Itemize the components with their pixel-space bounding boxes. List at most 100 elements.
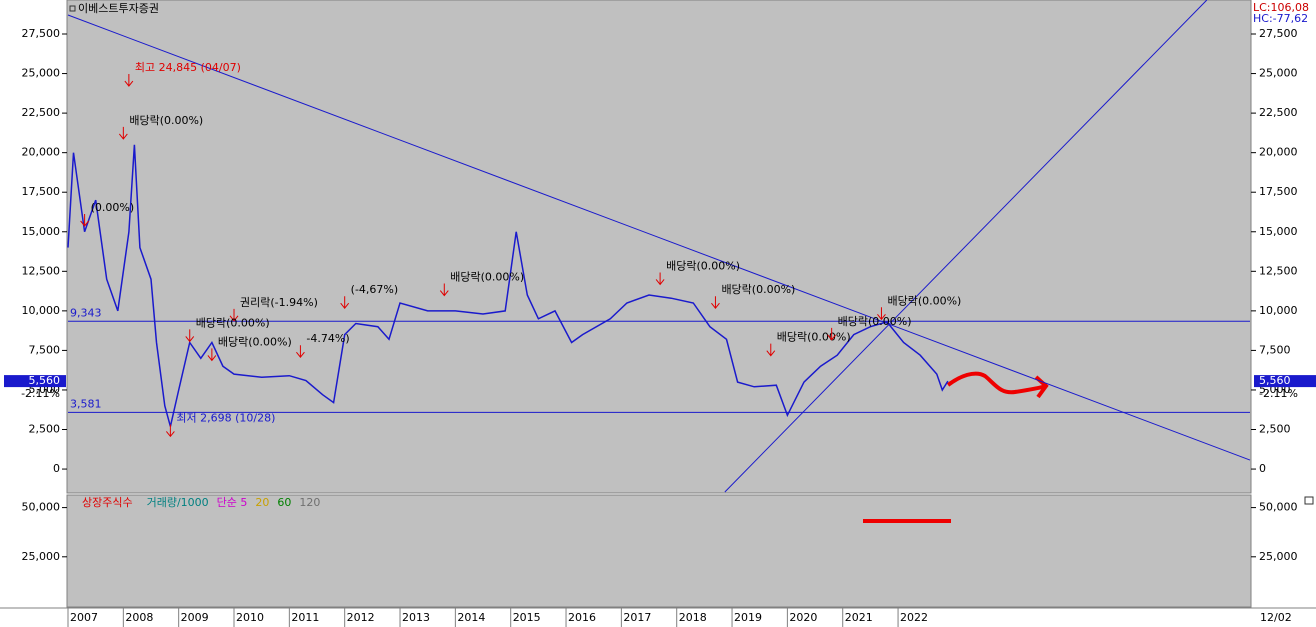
x-tick-label: 2009 xyxy=(181,611,209,624)
legend-entry: 상장주식수 xyxy=(82,496,133,509)
x-tick-label: 2008 xyxy=(125,611,153,624)
y-tick-label: 15,000 xyxy=(1259,225,1298,238)
legend-entry: 60 xyxy=(277,496,291,509)
annotation-arrow xyxy=(118,126,128,140)
y-tick-label: 50,000 xyxy=(1259,501,1298,514)
annotation: 배당락(0.00%) xyxy=(450,271,524,284)
y-tick-label: 22,500 xyxy=(22,106,61,119)
price-badge xyxy=(1254,375,1316,388)
annotation: (0.00%) xyxy=(91,201,135,214)
lc-label: LC:106,08 xyxy=(1253,1,1309,14)
x-tick-label: 2013 xyxy=(402,611,430,624)
y-tick-label: 27,500 xyxy=(22,27,61,40)
legend-entry: 거래량/1000 xyxy=(147,496,209,509)
y-tick-label: 7,500 xyxy=(29,343,61,356)
y-tick-label: 12,500 xyxy=(1259,264,1298,277)
price-panel xyxy=(66,0,1252,494)
annotation: 배당락(0.00%) xyxy=(777,331,851,344)
x-tick-label: 2020 xyxy=(789,611,817,624)
x-tick-label: 2010 xyxy=(236,611,264,624)
y-tick-label: 0 xyxy=(53,462,60,475)
annotation-arrow xyxy=(165,424,175,438)
icon xyxy=(69,5,76,12)
price-badge xyxy=(4,375,66,388)
x-tick-label: 2011 xyxy=(291,611,319,624)
y-tick-label: 2,500 xyxy=(1259,423,1291,436)
annotation-arrow xyxy=(80,213,89,227)
legend-entry: 20 xyxy=(255,496,269,509)
trend-line xyxy=(724,0,1208,493)
annotation-arrow xyxy=(124,74,134,87)
level-label: 9,343 xyxy=(70,306,102,319)
y-tick-label: 22,500 xyxy=(1259,106,1298,119)
y-tick-label: 2,500 xyxy=(29,423,61,436)
annotation-arrow xyxy=(296,345,305,359)
annotation: 권리락(-1.94%) xyxy=(240,296,318,309)
annotation-arrow xyxy=(877,307,886,321)
annotation-arrow xyxy=(655,272,665,286)
x-tick-label: 2021 xyxy=(845,611,873,624)
hc-label: HC:-77,62 xyxy=(1253,12,1308,25)
annotation-arrow xyxy=(827,327,837,341)
x-tick-label: 2019 xyxy=(734,611,762,624)
y-tick-label: 17,500 xyxy=(22,185,61,198)
drawn-arrow xyxy=(946,371,1049,399)
annotation-arrow xyxy=(711,296,720,310)
x-tick-label: 2016 xyxy=(568,611,596,624)
trend-line xyxy=(67,14,1251,461)
price-line xyxy=(67,144,949,427)
annotation: 배당락(0.00%) xyxy=(218,335,292,348)
close-button[interactable] xyxy=(1304,496,1314,505)
x-tick-label: 2007 xyxy=(70,611,98,624)
y-tick-label: 25,000 xyxy=(22,550,61,563)
annotation-arrow xyxy=(207,348,217,362)
annotation: 배당락(0.00%) xyxy=(129,114,203,127)
y-tick-label: 50,000 xyxy=(22,501,61,514)
annotation: 배당락(0.00%) xyxy=(666,259,740,272)
annotation: 배당락(0.00%) xyxy=(887,294,961,307)
y-tick-label: 25,000 xyxy=(22,67,61,80)
y-tick-label: 7,500 xyxy=(1259,343,1291,356)
y-tick-label: 17,500 xyxy=(1259,185,1298,198)
legend-entry: 120 xyxy=(299,496,320,509)
y-tick-label: 20,000 xyxy=(22,146,61,159)
y-tick-label: 0 xyxy=(1259,462,1266,475)
annotation-arrow xyxy=(229,308,239,322)
annotation: 최저 2,698 (10/28) xyxy=(176,411,275,424)
y-tick-label: 20,000 xyxy=(1259,146,1298,159)
level-label: 3,581 xyxy=(70,397,102,410)
annotation: 배당락(0.00%) xyxy=(838,315,912,328)
annotation-arrow xyxy=(340,296,350,310)
price-label: 5,560 xyxy=(1259,374,1291,387)
annotation: 배당락(0.00%) xyxy=(196,316,270,329)
chart-title: 이베스트투자증권 xyxy=(78,2,159,15)
y-tick-label: 27,500 xyxy=(1259,27,1298,40)
change-label: -2.11% xyxy=(21,387,60,400)
annotation: 최고 24,845 (04/07) xyxy=(135,61,241,74)
annotation-arrow xyxy=(439,283,449,297)
y-tick-label: 25,000 xyxy=(1259,550,1298,563)
change-label: -2.11% xyxy=(1259,387,1298,400)
x-tick-label: 2022 xyxy=(900,611,928,624)
annotation: 배당락(0.00%) xyxy=(721,283,795,296)
annotation: -4.74%) xyxy=(306,332,349,345)
y-tick-label: 10,000 xyxy=(1259,304,1298,317)
x-tick-label: 2012 xyxy=(347,611,375,624)
x-tick-label: 2015 xyxy=(513,611,541,624)
y-tick-label: 12,500 xyxy=(22,264,61,277)
annotation-arrow xyxy=(185,329,195,343)
y-tick-label: 15,000 xyxy=(22,225,61,238)
annotation: (-4,67%) xyxy=(351,283,399,296)
legend-entry: 단순 5 xyxy=(217,496,248,509)
x-end-label: 12/02 xyxy=(1260,611,1292,624)
x-tick-label: 2014 xyxy=(457,611,485,624)
annotation-arrow xyxy=(766,343,776,357)
volume-panel xyxy=(66,494,1252,608)
y-tick-label: 10,000 xyxy=(22,304,61,317)
y-tick-label: 25,000 xyxy=(1259,67,1298,80)
x-tick-label: 2017 xyxy=(623,611,651,624)
x-tick-label: 2018 xyxy=(679,611,707,624)
price-label: 5,560 xyxy=(29,374,61,387)
